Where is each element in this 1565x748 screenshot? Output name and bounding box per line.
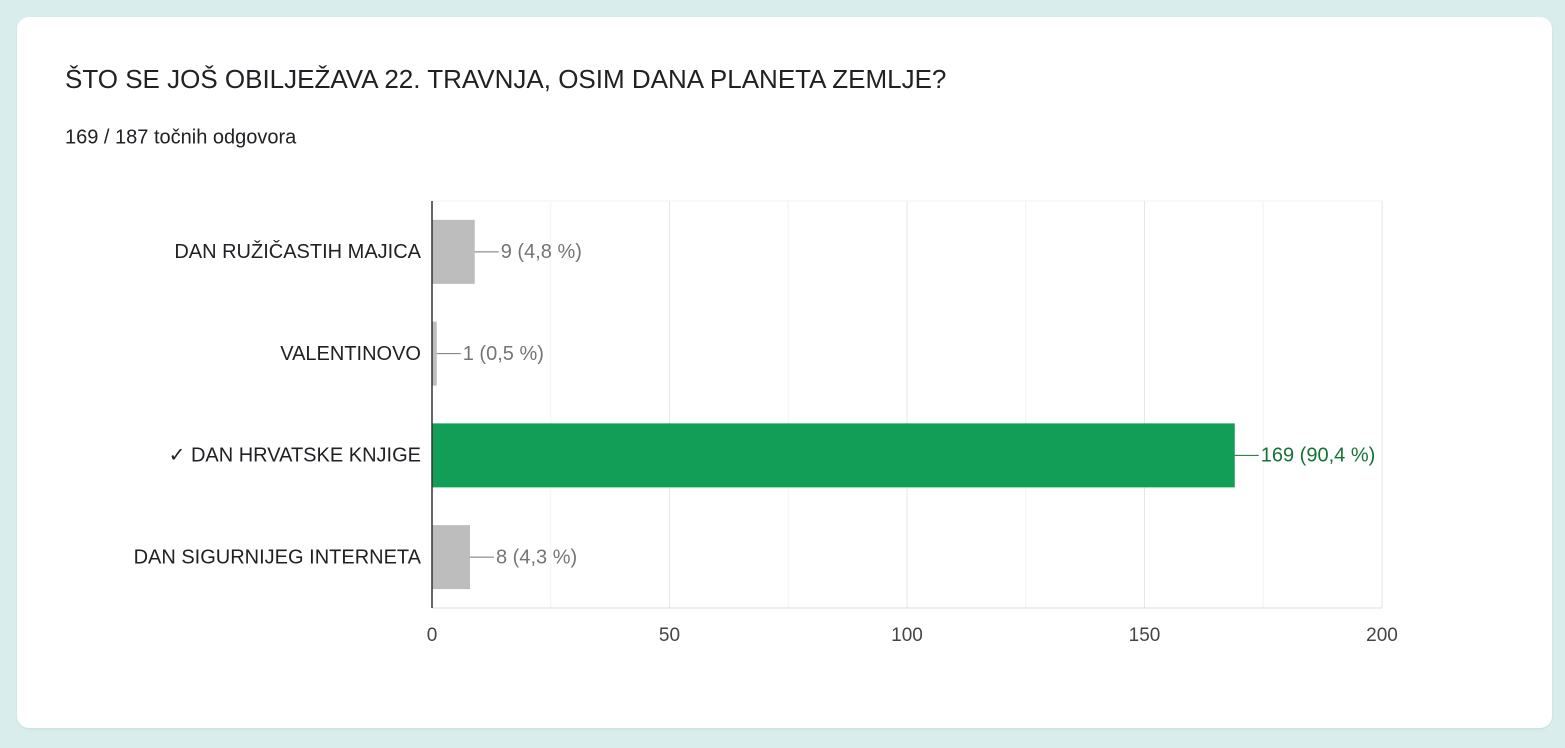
bar <box>432 423 1235 488</box>
x-tick-label: 150 <box>1129 625 1161 646</box>
chart-title: ŠTO SE JOŠ OBILJEŽAVA 22. TRAVNJA, OSIM … <box>65 64 946 94</box>
bar <box>432 525 470 590</box>
bar <box>432 321 437 386</box>
bar <box>432 219 475 284</box>
value-label: 1 (0,5 %) <box>463 343 544 365</box>
y-tick-label: DAN RUŽIČASTIH MAJICA <box>174 240 421 263</box>
chart-subtitle: 169 / 187 točnih odgovora <box>65 126 297 148</box>
x-tick-label: 50 <box>659 625 680 646</box>
y-tick-label: ✓ DAN HRVATSKE KNJIGE <box>169 445 421 467</box>
y-tick-label: DAN SIGURNIJEG INTERNETA <box>134 546 422 568</box>
y-tick-label: VALENTINOVO <box>280 343 421 365</box>
value-label: 9 (4,8 %) <box>501 241 582 263</box>
x-tick-label: 200 <box>1366 625 1398 646</box>
x-tick-label: 0 <box>427 625 438 646</box>
x-tick-label: 100 <box>891 625 923 646</box>
value-label: 169 (90,4 %) <box>1261 445 1376 467</box>
card <box>17 17 1552 728</box>
value-label: 8 (4,3 %) <box>496 546 577 568</box>
